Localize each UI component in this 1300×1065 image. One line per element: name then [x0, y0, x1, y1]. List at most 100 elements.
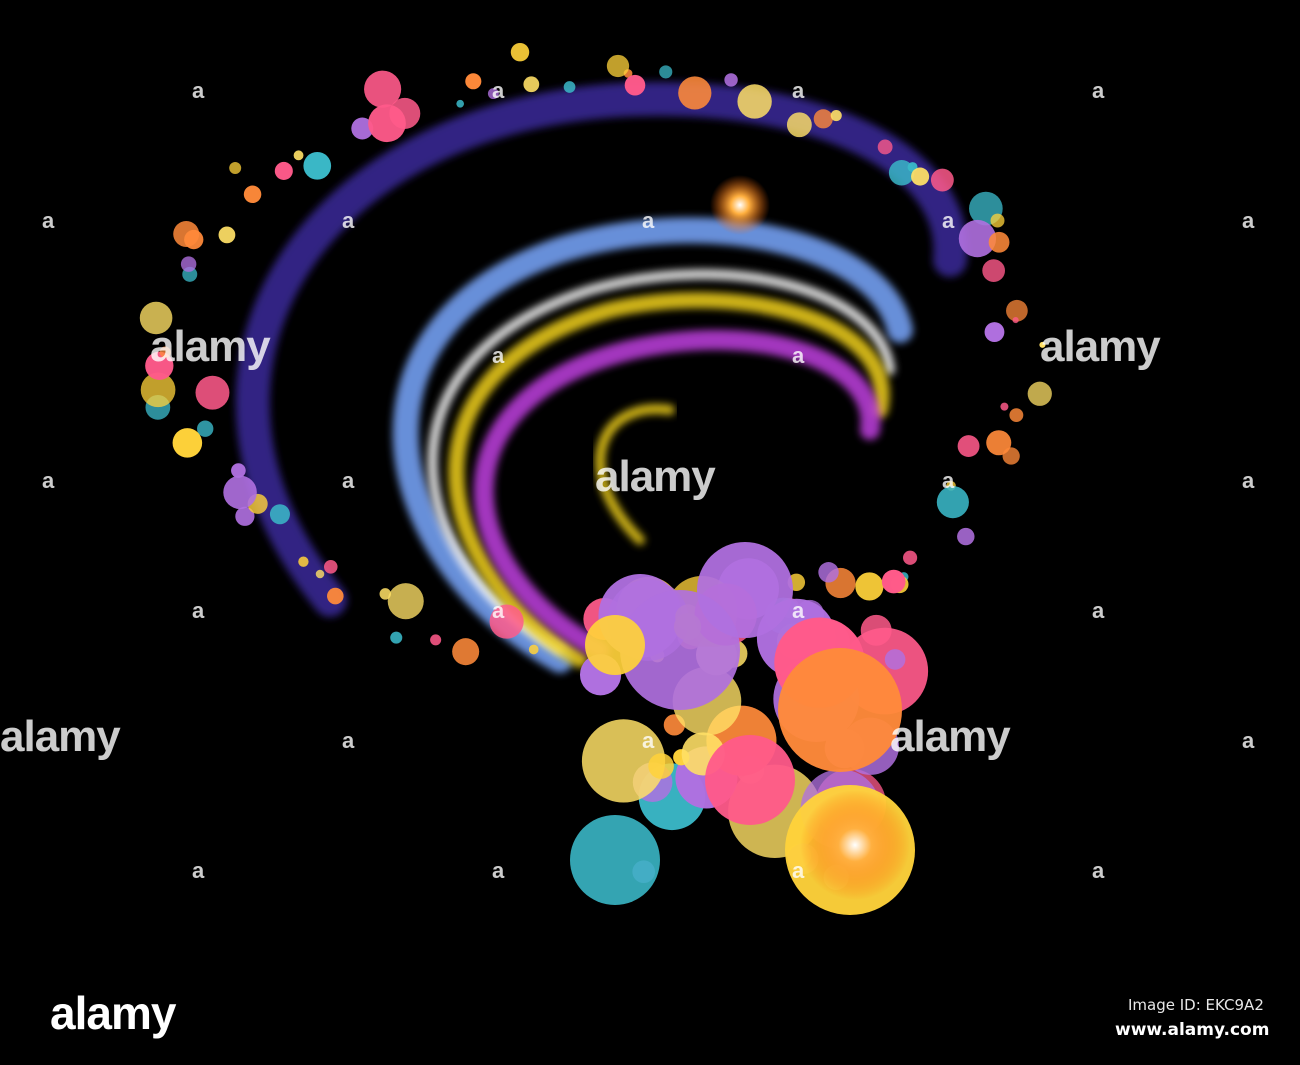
bubble: [877, 139, 893, 155]
bubble: [159, 346, 171, 358]
bubble: [430, 634, 442, 646]
bubble: [235, 506, 255, 526]
bubble: [229, 161, 242, 174]
watermark-letter: a: [642, 728, 654, 753]
bubble: [323, 560, 338, 574]
watermark-letter: a: [1092, 858, 1104, 883]
bubble: [197, 420, 214, 437]
watermark-word: alamy: [595, 452, 716, 501]
watermark-letter: a: [642, 208, 654, 233]
watermark-letter: a: [492, 343, 504, 368]
bubble: [274, 161, 293, 180]
watermark-letter: a: [792, 858, 804, 883]
bubble: [990, 213, 1005, 228]
bubble: [231, 463, 246, 478]
watermark-letter: a: [1092, 598, 1104, 623]
rainbow-arc: [448, 292, 890, 668]
bubble: [303, 151, 332, 180]
bubble: [778, 648, 902, 772]
watermark-word: alamy: [0, 712, 121, 761]
bubble: [659, 65, 673, 79]
bubble: [620, 590, 740, 710]
bubble: [813, 109, 833, 129]
bubble: [489, 604, 524, 639]
watermark-letter: a: [192, 858, 204, 883]
bubble: [1000, 402, 1009, 411]
bubble: [510, 42, 530, 62]
bubble: [184, 229, 204, 250]
bubble: [487, 88, 499, 100]
watermark-word: alamy: [1040, 322, 1161, 371]
bubble: [140, 372, 176, 408]
bubble: [223, 475, 257, 510]
bubble: [724, 73, 738, 87]
bubbles: [139, 42, 1052, 915]
bubble: [860, 614, 892, 646]
bubble: [456, 99, 465, 108]
rainbow-arc: [392, 217, 913, 673]
bubble: [293, 150, 304, 161]
bubble: [387, 583, 424, 620]
bubble: [581, 719, 666, 803]
bubble: [1039, 341, 1046, 348]
bubble: [172, 428, 203, 458]
bubble: [351, 117, 374, 140]
watermark-letter: a: [1092, 78, 1104, 103]
image-id: Image ID: EKC9A2: [1128, 996, 1264, 1014]
bubble: [830, 109, 842, 122]
watermark-letter: a: [1242, 468, 1254, 493]
watermark-letter: a: [342, 468, 354, 493]
watermark-letter: a: [492, 598, 504, 623]
orange-flare: [800, 790, 910, 900]
bubble: [523, 76, 540, 93]
bubble: [379, 588, 391, 600]
rainbow-arc: [595, 404, 675, 545]
bubble: [958, 219, 997, 258]
bubble: [988, 231, 1010, 253]
bubble: [364, 70, 402, 108]
bubble: [1002, 447, 1020, 465]
watermark-letter: a: [342, 208, 354, 233]
watermark-letter: a: [792, 78, 804, 103]
bubble: [957, 527, 975, 546]
bubble: [624, 74, 646, 96]
bubble: [1012, 317, 1019, 324]
bubble: [298, 556, 309, 567]
bubble: [585, 615, 645, 675]
bubble: [884, 649, 906, 670]
bubble: [705, 735, 795, 825]
bubble: [881, 569, 906, 594]
bubble: [1009, 408, 1024, 423]
bubble: [452, 638, 480, 666]
bubble: [218, 226, 236, 244]
watermark-letter: a: [42, 468, 54, 493]
watermark-letter: a: [1242, 728, 1254, 753]
bubble: [390, 631, 403, 644]
watermark-letter: a: [942, 208, 954, 233]
watermark-letter: a: [192, 78, 204, 103]
bubble: [389, 97, 421, 129]
bubble: [786, 112, 812, 138]
watermark-letter: a: [342, 728, 354, 753]
bubble: [818, 562, 839, 583]
bubble: [737, 84, 772, 119]
bubble: [195, 375, 230, 410]
bubble: [984, 322, 1005, 342]
bubble: [465, 73, 482, 90]
bubble: [180, 256, 197, 272]
watermark-letter: a: [792, 343, 804, 368]
watermark-letter: a: [942, 468, 954, 493]
watermark-letter: a: [42, 208, 54, 233]
bubble: [678, 76, 712, 110]
bubble: [1006, 299, 1028, 322]
rainbow-arc: [427, 269, 895, 655]
bubble: [327, 587, 344, 605]
star-flare: [710, 175, 770, 235]
alamy-logo: alamy: [50, 987, 176, 1039]
bubble: [139, 301, 173, 335]
bubble: [570, 815, 660, 905]
bubble: [855, 572, 884, 601]
watermark-letter: a: [1242, 208, 1254, 233]
bubble: [957, 435, 980, 458]
